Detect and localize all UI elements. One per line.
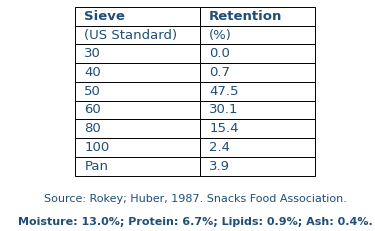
Text: 30: 30: [84, 47, 101, 60]
Polygon shape: [200, 44, 315, 63]
Text: Source: Rokey; Huber, 1987. Snacks Food Association.: Source: Rokey; Huber, 1987. Snacks Food …: [44, 194, 346, 204]
Text: 80: 80: [84, 122, 101, 135]
Text: Pan: Pan: [84, 160, 108, 173]
Text: 100: 100: [84, 141, 109, 154]
Text: Sieve: Sieve: [84, 10, 125, 23]
Polygon shape: [75, 101, 200, 119]
Text: 0.7: 0.7: [209, 66, 230, 79]
Polygon shape: [75, 26, 200, 44]
Text: Moisture: 13.0%; Protein: 6.7%; Lipids: 0.9%; Ash: 0.4%.: Moisture: 13.0%; Protein: 6.7%; Lipids: …: [18, 217, 372, 227]
Text: 40: 40: [84, 66, 101, 79]
Polygon shape: [200, 157, 315, 176]
Polygon shape: [75, 44, 200, 63]
Polygon shape: [200, 101, 315, 119]
Polygon shape: [200, 138, 315, 157]
Polygon shape: [75, 119, 200, 138]
Polygon shape: [200, 63, 315, 82]
Text: 2.4: 2.4: [209, 141, 230, 154]
Polygon shape: [200, 82, 315, 101]
Text: 15.4: 15.4: [209, 122, 238, 135]
Text: (%): (%): [209, 29, 232, 42]
Polygon shape: [75, 7, 200, 26]
Text: 30.1: 30.1: [209, 103, 238, 116]
Polygon shape: [200, 119, 315, 138]
Text: (US Standard): (US Standard): [84, 29, 177, 42]
Polygon shape: [200, 7, 315, 26]
Text: 0.0: 0.0: [209, 47, 230, 60]
Text: 60: 60: [84, 103, 101, 116]
Polygon shape: [75, 63, 200, 82]
Text: Retention: Retention: [209, 10, 282, 23]
Text: 3.9: 3.9: [209, 160, 230, 173]
Text: 50: 50: [84, 85, 101, 98]
Polygon shape: [75, 82, 200, 101]
Polygon shape: [75, 138, 200, 157]
Text: 47.5: 47.5: [209, 85, 238, 98]
Polygon shape: [75, 157, 200, 176]
Polygon shape: [200, 26, 315, 44]
